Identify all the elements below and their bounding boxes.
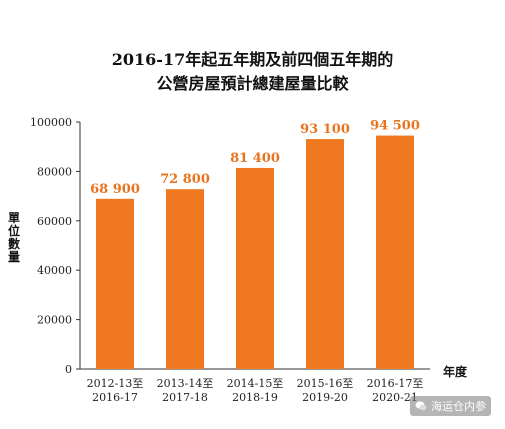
x-tick-label: 2017-18 [162,391,208,404]
y-tick-label: 80000 [37,165,72,178]
x-axis-label: 年度 [443,365,468,379]
y-tick-label: 0 [65,363,72,376]
x-tick-label: 2016-17 [92,391,138,404]
chat-bubble-icon [415,401,427,411]
bar [96,198,134,369]
data-label: 94 500 [370,119,420,134]
y-tick-label: 20000 [37,314,72,327]
chart-title-line1: 2016-17年起五年期及前四個五年期的 [111,50,394,69]
x-tick-label: 2012-13至 [87,377,144,390]
watermark: 海运仓内参 [410,396,491,416]
data-label: 68 900 [90,182,140,197]
chart-title-line2: 公營房屋預計總建屋量比較 [156,74,349,93]
y-axis-label: 單位數量 [7,211,20,264]
watermark-text: 海运仓内参 [431,400,486,413]
data-label: 81 400 [230,151,280,166]
data-label: 93 100 [300,122,350,137]
x-tick-label: 2013-14至 [157,377,214,390]
x-tick-label: 2015-16至 [297,377,354,390]
bar [166,189,204,369]
x-tick-label: 2016-17至 [367,377,424,390]
data-label: 72 800 [160,172,210,187]
y-tick-label: 60000 [37,215,72,228]
bar [306,139,344,369]
x-tick-label: 2014-15至 [227,377,284,390]
y-tick-label: 40000 [37,264,72,277]
x-tick-label: 2020-21 [372,391,418,404]
bar [236,167,274,369]
bar [376,135,414,369]
x-tick-label: 2018-19 [232,391,278,404]
x-tick-label: 2019-20 [302,391,348,404]
y-tick-label: 100000 [30,116,72,129]
